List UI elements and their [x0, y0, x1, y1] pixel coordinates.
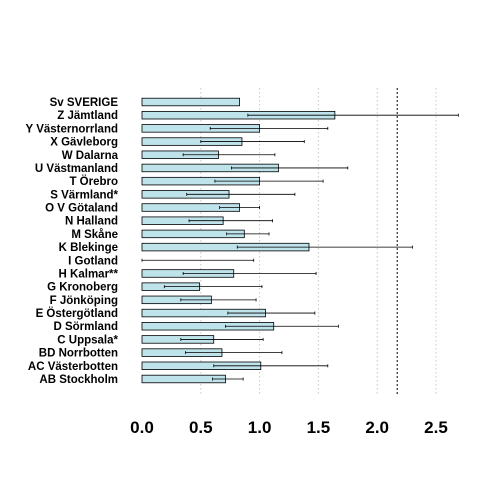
category-label: AB Stockholm — [39, 374, 118, 386]
category-label: M Skåne — [71, 229, 118, 241]
category-label: E Östergötland — [36, 307, 118, 320]
category-label: G Kronoberg — [47, 282, 118, 294]
x-tick-label: 0.5 — [189, 418, 213, 437]
category-label: AC Västerbotten — [28, 361, 118, 373]
x-tick-label: 1.5 — [307, 418, 331, 437]
category-label: O V Götaland — [45, 203, 118, 215]
bars — [141, 97, 336, 384]
x-tick-label: 2.0 — [365, 418, 389, 437]
category-label: W Dalarna — [62, 150, 119, 162]
x-tick-label: 0.0 — [130, 418, 154, 437]
x-axis-tick-labels: 0.0 0.5 1.0 1.5 2.0 2.5 — [130, 418, 448, 437]
category-label: T Örebro — [69, 175, 118, 188]
category-label: U Västmanland — [35, 163, 118, 175]
category-label: I Gotland — [68, 255, 118, 267]
category-label: C Uppsala* — [57, 334, 118, 346]
x-tick-label: 2.5 — [424, 418, 448, 437]
category-label: N Halland — [65, 216, 118, 228]
category-label: BD Norrbotten — [39, 348, 118, 360]
category-label: F Jönköping — [50, 295, 118, 307]
category-label: Sv SVERIGE — [50, 97, 119, 109]
category-label: K Blekinge — [59, 242, 118, 254]
category-label: Z Jämtland — [57, 110, 118, 122]
x-tick-label: 1.0 — [248, 418, 272, 437]
gridlines — [200, 88, 437, 394]
category-label: S Värmland* — [50, 189, 118, 201]
category-label: X Gävleborg — [50, 137, 118, 149]
category-label: D Sörmland — [53, 321, 118, 333]
bar — [141, 97, 241, 107]
error-bars — [141, 113, 459, 381]
category-label: H Kalmar** — [59, 268, 119, 280]
category-label: Y Västernorrland — [26, 123, 118, 135]
